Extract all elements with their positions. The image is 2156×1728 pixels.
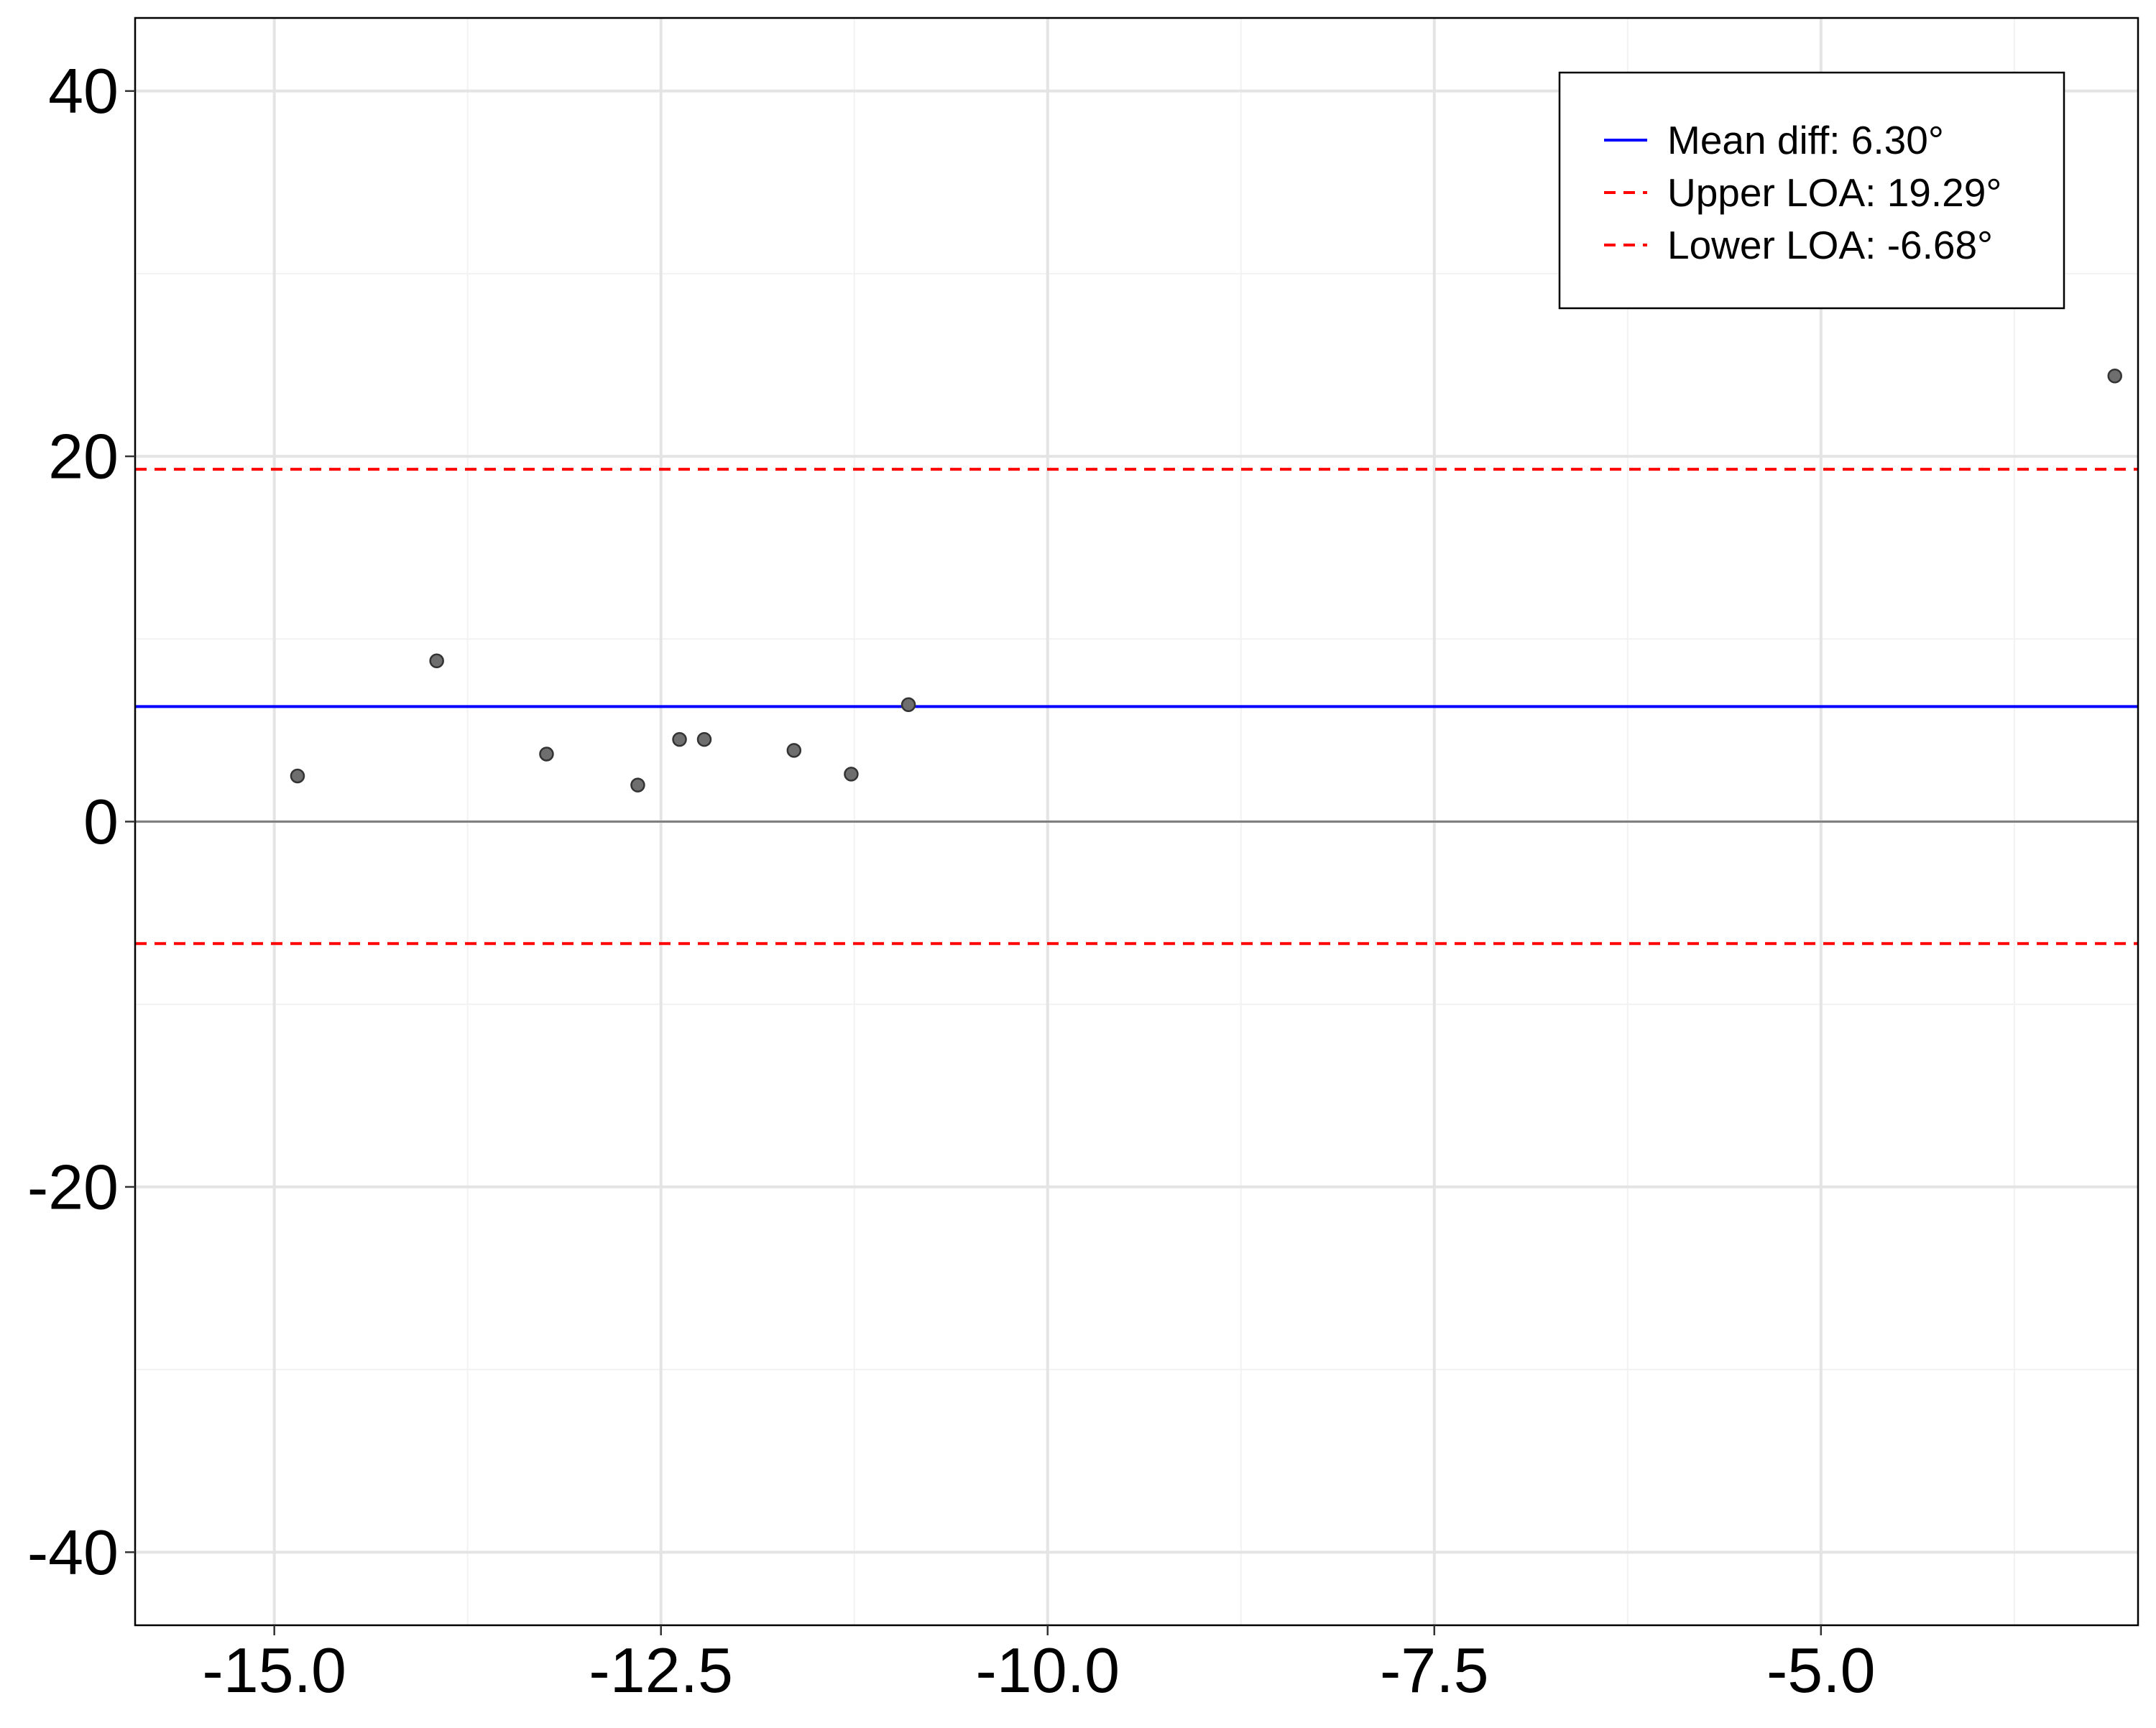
data-point	[2107, 368, 2122, 384]
data-points	[290, 368, 2122, 793]
data-point	[290, 768, 305, 784]
legend-label: Lower LOA: -6.68°	[1667, 223, 1993, 267]
data-point	[900, 697, 916, 713]
y-tick-label: 40	[48, 55, 119, 126]
y-tick-label: -20	[27, 1151, 119, 1222]
y-axis: -40 -20 0 20 40	[27, 55, 135, 1588]
x-tick-label: -12.5	[589, 1635, 733, 1706]
y-tick-label: 20	[48, 421, 119, 492]
x-axis: -15.0 -12.5 -10.0 -7.5 -5.0	[202, 1625, 1876, 1706]
data-point	[786, 743, 802, 758]
data-point	[844, 767, 859, 782]
legend-label: Upper LOA: 19.29°	[1667, 170, 2001, 215]
data-point	[539, 747, 554, 762]
y-tick-label: -40	[27, 1517, 119, 1588]
data-point	[429, 653, 444, 669]
legend: Mean diff: 6.30° Upper LOA: 19.29° Lower L…	[1558, 71, 2065, 310]
x-tick-label: -7.5	[1380, 1635, 1489, 1706]
x-tick-label: -15.0	[202, 1635, 346, 1706]
data-point	[672, 731, 687, 747]
data-point	[630, 777, 645, 793]
legend-label: Mean diff: 6.30°	[1667, 118, 1944, 162]
legend-box	[1558, 71, 2065, 310]
x-tick-label: -5.0	[1766, 1635, 1876, 1706]
x-tick-label: -10.0	[975, 1635, 1120, 1706]
data-point	[696, 731, 712, 747]
y-tick-label: 0	[83, 786, 119, 857]
reference-lines	[135, 468, 2138, 946]
